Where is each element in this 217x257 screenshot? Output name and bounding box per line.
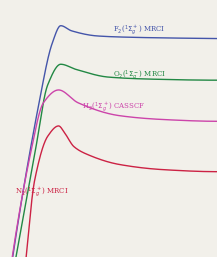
- Text: H$_2$($^1\Sigma_g^+$) CASSCF: H$_2$($^1\Sigma_g^+$) CASSCF: [82, 101, 146, 115]
- Text: N$_2$($^1\Sigma_g^+$) MRCI: N$_2$($^1\Sigma_g^+$) MRCI: [15, 186, 69, 200]
- Text: O$_2$($^1\Sigma_g^-$) MRCI: O$_2$($^1\Sigma_g^-$) MRCI: [113, 69, 166, 83]
- Text: F$_2$($^1\Sigma_g^+$) MRCI: F$_2$($^1\Sigma_g^+$) MRCI: [113, 24, 165, 38]
